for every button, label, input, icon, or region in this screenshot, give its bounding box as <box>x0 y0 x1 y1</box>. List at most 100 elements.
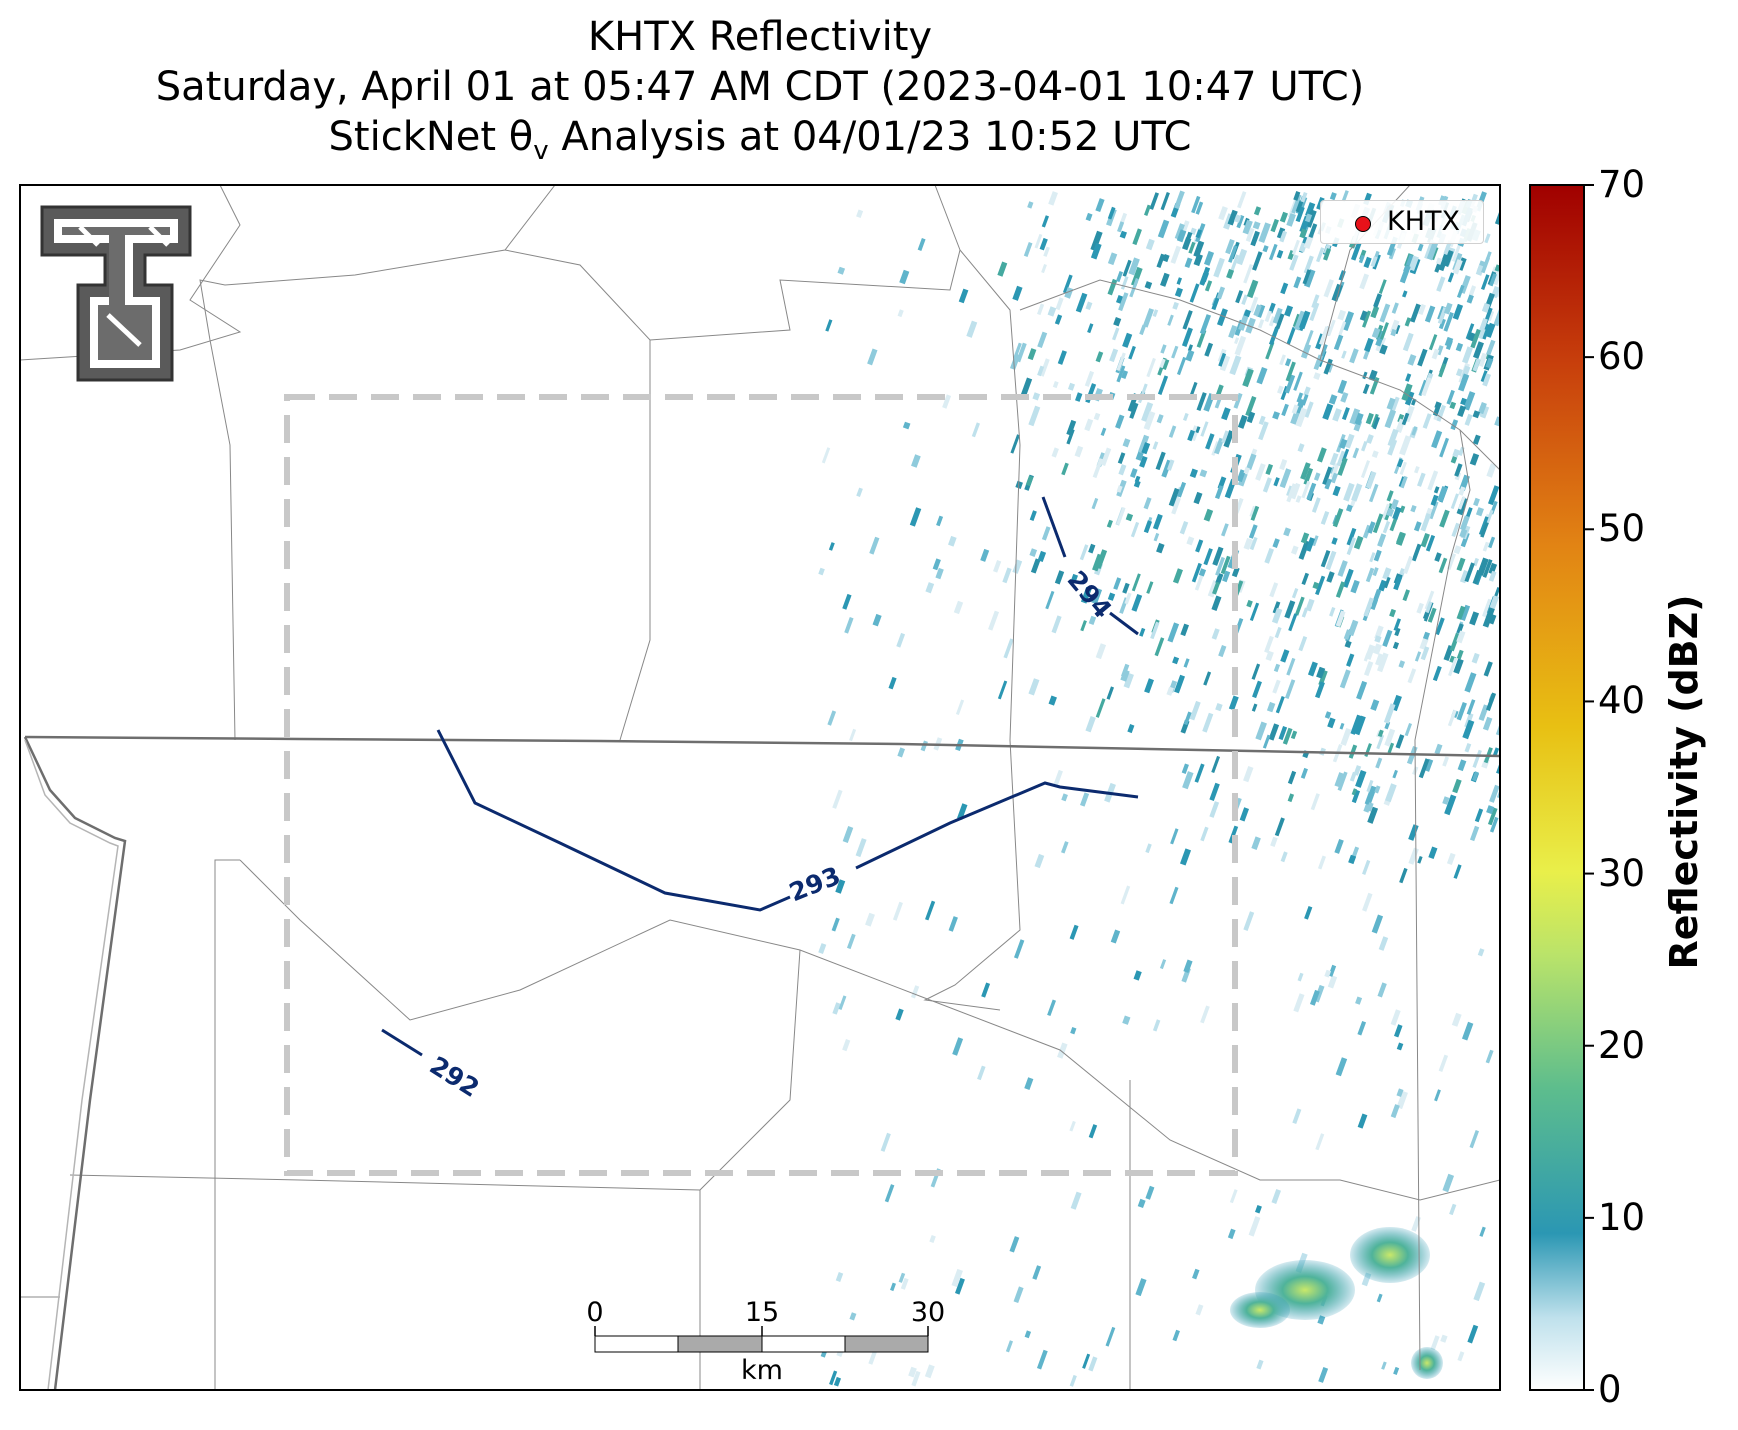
echo-speck <box>1451 243 1462 262</box>
echo-speck <box>1308 223 1318 239</box>
echo-speck <box>1393 618 1401 632</box>
echo-speck <box>935 567 944 580</box>
echo-speck <box>1383 576 1391 589</box>
colorbar-tick-label-30: 30 <box>1598 851 1646 895</box>
echo-speck <box>1286 326 1296 345</box>
echo-speck <box>1128 257 1140 276</box>
echo-speck <box>942 394 952 409</box>
echo-speck <box>1116 365 1126 383</box>
echo-speck <box>1456 284 1465 298</box>
echo-speck <box>1246 411 1256 424</box>
echo-speck <box>833 1376 842 1387</box>
echo-speck <box>1431 430 1443 449</box>
echo-speck <box>1183 711 1192 726</box>
echo-speck <box>1239 807 1249 822</box>
echo-speck <box>842 593 852 610</box>
echo-speck <box>1420 513 1432 532</box>
echo-speck <box>1462 346 1473 364</box>
echo-speck <box>1348 854 1357 865</box>
echo-speck <box>1387 429 1398 447</box>
echo-speck <box>1369 552 1376 563</box>
echo-speck <box>1390 396 1400 413</box>
echo-speck <box>1226 268 1235 279</box>
echo-speck <box>1464 562 1475 583</box>
echo-speck <box>1121 663 1130 678</box>
echo-speck <box>1418 303 1426 316</box>
echo-speck <box>981 982 991 998</box>
echo-speck <box>892 901 903 921</box>
echo-speck <box>1482 607 1495 628</box>
echo-speck <box>1469 611 1480 626</box>
echo-speck <box>1268 302 1276 314</box>
echo-speck <box>1289 254 1299 271</box>
echo-speck <box>1418 758 1430 779</box>
echo-speck <box>966 320 978 338</box>
echo-speck <box>1487 485 1500 506</box>
echo-speck <box>1179 520 1189 535</box>
echo-speck <box>1458 496 1466 510</box>
echo-speck <box>1419 636 1429 650</box>
echo-speck <box>1141 442 1151 455</box>
echo-speck <box>1084 370 1095 387</box>
echo-speck <box>1141 402 1154 423</box>
echo-speck <box>1324 711 1332 719</box>
echo-speck <box>1119 230 1127 239</box>
echo-speck <box>1357 1113 1368 1129</box>
echo-speck <box>1012 559 1023 574</box>
echo-speck <box>1472 410 1481 419</box>
echo-speck <box>936 515 944 527</box>
echo-speck <box>993 560 1002 573</box>
echo-speck <box>1389 608 1397 618</box>
echo-speck <box>1294 310 1306 331</box>
echo-speck <box>1447 272 1455 283</box>
echo-speck <box>1066 429 1075 445</box>
echo-speck <box>1106 686 1115 700</box>
echo-speck <box>1434 262 1442 273</box>
echo-speck <box>1214 398 1222 409</box>
echo-speck <box>1442 796 1450 805</box>
echo-speck <box>1399 867 1408 884</box>
echo-speck <box>1451 1012 1462 1027</box>
echo-speck <box>1401 412 1410 426</box>
echo-speck <box>1363 661 1374 677</box>
echo-speck <box>1349 348 1359 364</box>
echo-speck <box>1311 294 1320 309</box>
echo-speck <box>1174 223 1185 240</box>
echo-speck <box>1215 384 1224 398</box>
echo-speck <box>1370 305 1380 319</box>
echo-speck <box>1447 709 1457 727</box>
echo-speck <box>1337 379 1348 395</box>
echo-speck <box>1195 539 1204 553</box>
echo-speck <box>890 1282 896 1292</box>
echo-speck <box>1493 307 1500 327</box>
echo-speck <box>1488 562 1498 575</box>
echo-speck <box>1199 469 1208 478</box>
echo-speck <box>1479 1226 1486 1237</box>
colorbar-label: Reflectivity (dBZ) <box>1662 594 1706 970</box>
echo-speck <box>924 1364 935 1379</box>
echo-speck <box>1471 771 1479 782</box>
echo-speck <box>1390 1104 1400 1119</box>
echo-speck <box>1273 477 1280 487</box>
echo-speck <box>1417 243 1424 252</box>
echo-speck <box>1145 843 1152 854</box>
echo-speck <box>1133 480 1141 488</box>
echo-speck <box>1262 245 1269 253</box>
echo-speck <box>1355 770 1367 788</box>
echo-speck <box>1367 806 1379 824</box>
echo-speck <box>1145 238 1155 251</box>
colorbar-tick-label-50: 50 <box>1598 507 1646 551</box>
echo-speck <box>1264 310 1272 323</box>
convective-cell <box>1350 1227 1430 1283</box>
echo-speck <box>1276 227 1286 239</box>
echo-speck <box>1424 590 1435 610</box>
echo-speck <box>1213 257 1225 278</box>
contour-294-line-south <box>1109 611 1139 636</box>
echo-speck <box>1296 392 1304 403</box>
echo-speck <box>1243 309 1251 318</box>
echo-speck <box>1482 716 1493 731</box>
echo-speck <box>1075 292 1088 313</box>
echo-speck <box>1377 533 1387 548</box>
echo-speck <box>1118 464 1127 476</box>
